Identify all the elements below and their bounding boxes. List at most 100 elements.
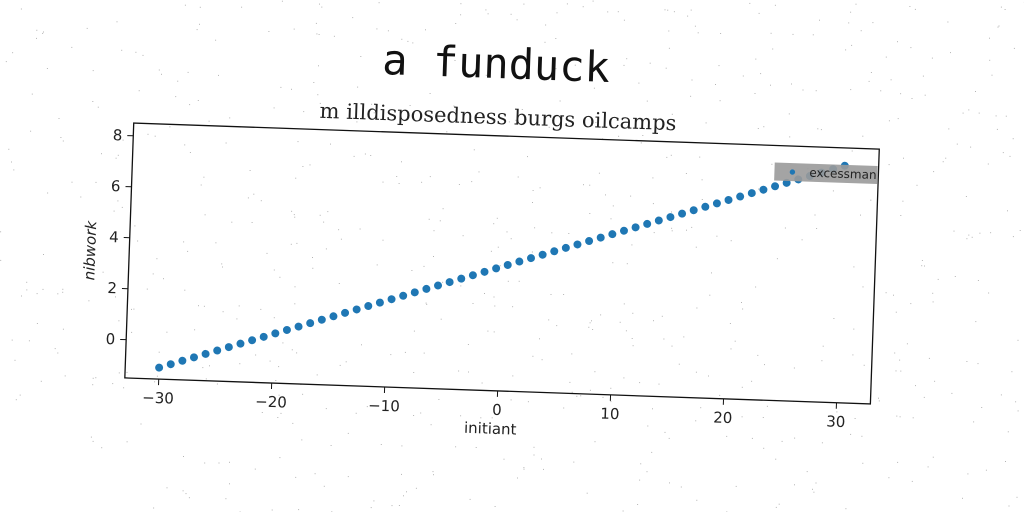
speckle: [1016, 496, 1018, 498]
speckle: [909, 6, 911, 7]
speckle: [493, 223, 495, 225]
scatter-point: [410, 288, 419, 297]
speckle: [845, 49, 847, 51]
speckle: [878, 400, 880, 402]
speckle: [460, 285, 462, 287]
speckle: [241, 6, 243, 8]
scatter-point: [364, 302, 373, 311]
speckle: [789, 136, 791, 138]
speckle: [589, 322, 591, 324]
scatter-point: [492, 264, 501, 273]
plot-frame: [124, 122, 880, 405]
scatter-point: [166, 360, 175, 369]
speckle: [261, 412, 263, 413]
speckle: [699, 156, 701, 158]
speckle: [314, 473, 316, 475]
speckle: [1000, 6, 1002, 8]
speckle: [639, 382, 641, 384]
speckle: [607, 11, 609, 13]
speckle: [319, 214, 321, 216]
speckle: [791, 83, 792, 85]
speckle: [318, 65, 319, 67]
speckle: [836, 411, 838, 413]
speckle: [602, 396, 604, 398]
scatter-point: [689, 206, 698, 215]
speckle: [632, 312, 634, 314]
speckle: [695, 371, 697, 373]
speckle: [302, 393, 304, 395]
speckle: [927, 466, 929, 468]
speckle: [432, 471, 434, 473]
speckle: [184, 289, 186, 291]
speckle: [115, 157, 117, 159]
speckle: [690, 9, 692, 11]
speckle: [26, 281, 28, 283]
speckle: [199, 6, 201, 8]
speckle: [793, 367, 795, 369]
speckle: [973, 421, 975, 423]
speckle: [291, 349, 293, 351]
speckle: [188, 497, 190, 499]
speckle: [229, 483, 230, 485]
speckle: [154, 381, 156, 383]
speckle: [357, 86, 359, 88]
speckle: [413, 415, 415, 416]
speckle: [508, 121, 510, 123]
speckle: [62, 328, 64, 330]
speckle: [36, 37, 37, 39]
speckle: [894, 352, 896, 354]
speckle: [333, 35, 335, 37]
legend-marker: [789, 169, 796, 175]
speckle: [189, 152, 191, 153]
speckle: [855, 3, 857, 5]
speckle: [398, 183, 400, 184]
speckle: [26, 289, 28, 291]
speckle: [31, 93, 33, 95]
speckle: [460, 14, 462, 16]
speckle: [931, 57, 933, 59]
speckle: [845, 508, 847, 510]
speckle: [626, 58, 628, 60]
speckle: [792, 33, 794, 35]
speckle: [291, 88, 292, 90]
speckle: [598, 172, 600, 174]
speckle: [687, 15, 689, 17]
speckle: [215, 39, 217, 41]
speckle: [996, 128, 998, 130]
speckle: [421, 181, 423, 183]
speckle: [910, 47, 912, 49]
speckle: [203, 305, 205, 307]
speckle: [868, 80, 870, 82]
speckle: [312, 257, 313, 258]
speckle: [820, 129, 822, 131]
speckle: [755, 58, 757, 60]
speckle: [0, 231, 2, 233]
speckle: [741, 386, 743, 388]
speckle: [442, 281, 444, 283]
speckle: [776, 258, 778, 260]
speckle: [278, 394, 280, 396]
speckle: [928, 357, 930, 359]
speckle: [922, 75, 924, 77]
speckle: [640, 463, 642, 465]
legend-box: [774, 162, 878, 185]
speckle: [543, 468, 544, 470]
speckle: [503, 458, 505, 460]
scatter-point: [631, 223, 640, 232]
speckle: [550, 294, 552, 295]
speckle: [454, 60, 456, 61]
speckle: [30, 130, 32, 132]
speckle: [19, 394, 21, 396]
speckle: [205, 378, 207, 380]
speckle: [92, 384, 94, 386]
speckle: [316, 374, 318, 376]
speckle: [975, 91, 976, 92]
speckle: [494, 305, 496, 307]
speckle: [15, 399, 17, 401]
speckle: [156, 258, 158, 260]
speckle: [954, 276, 956, 277]
speckle: [900, 370, 902, 372]
speckle: [293, 214, 295, 216]
speckle: [997, 26, 999, 28]
scatter-point: [596, 233, 605, 242]
